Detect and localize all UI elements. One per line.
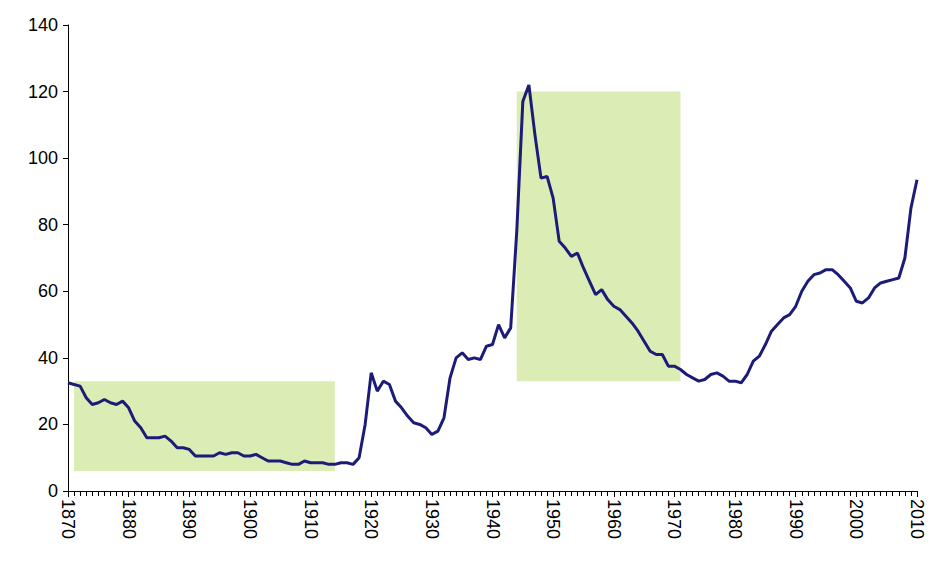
svg-text:1920: 1920	[361, 499, 381, 539]
svg-text:20: 20	[38, 414, 58, 434]
svg-text:1970: 1970	[664, 499, 684, 539]
svg-text:2010: 2010	[907, 499, 927, 539]
svg-text:140: 140	[28, 15, 58, 35]
svg-text:1900: 1900	[240, 499, 260, 539]
svg-text:1910: 1910	[301, 499, 321, 539]
svg-text:0: 0	[48, 481, 58, 501]
svg-text:1880: 1880	[119, 499, 139, 539]
svg-text:40: 40	[38, 348, 58, 368]
svg-text:2000: 2000	[846, 499, 866, 539]
svg-text:1940: 1940	[483, 499, 503, 539]
svg-text:1960: 1960	[604, 499, 624, 539]
svg-text:1980: 1980	[725, 499, 745, 539]
svg-text:1990: 1990	[786, 499, 806, 539]
svg-text:1890: 1890	[179, 499, 199, 539]
svg-text:80: 80	[38, 215, 58, 235]
svg-text:1870: 1870	[58, 499, 78, 539]
svg-text:100: 100	[28, 148, 58, 168]
svg-text:1950: 1950	[543, 499, 563, 539]
svg-text:60: 60	[38, 281, 58, 301]
svg-text:1930: 1930	[422, 499, 442, 539]
svg-text:120: 120	[28, 82, 58, 102]
